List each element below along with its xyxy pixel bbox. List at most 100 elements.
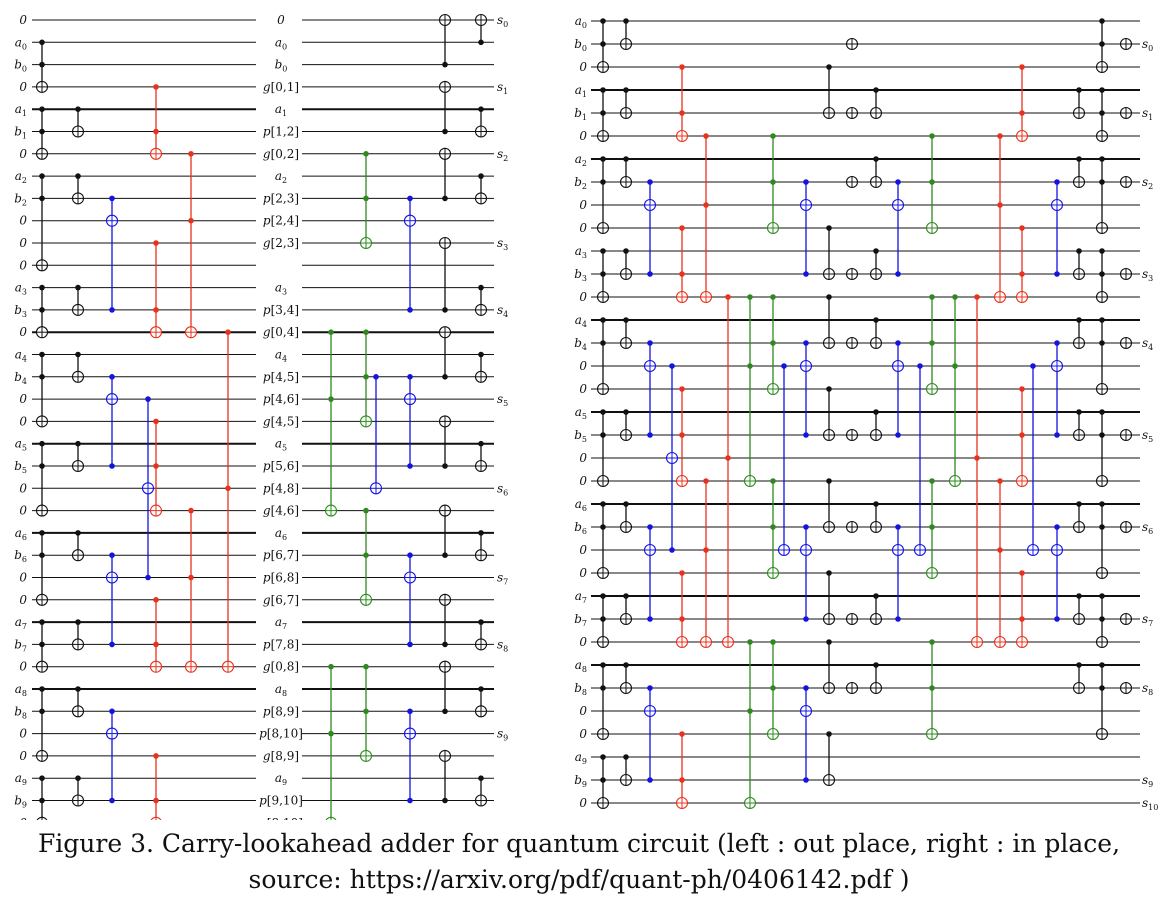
toffoli-gate <box>845 175 859 189</box>
toffoli-gate <box>1095 156 1109 235</box>
control-dot <box>623 593 629 599</box>
toffoli-gate <box>1072 87 1086 120</box>
control-dot <box>145 574 151 581</box>
control-dot <box>39 195 45 202</box>
control-dot <box>600 340 606 346</box>
toffoli-gate <box>799 179 813 277</box>
control-dot <box>974 294 980 300</box>
control-dot <box>1019 110 1025 116</box>
wire-label-left: 0 <box>19 816 27 820</box>
toffoli-gate <box>1119 612 1133 626</box>
control-dot <box>600 18 606 24</box>
control-dot <box>442 552 448 558</box>
wire-label-left: 0 <box>579 359 587 373</box>
toffoli-gate <box>913 363 927 557</box>
toffoli-gate <box>799 340 813 438</box>
wire-label-left: 0 <box>579 635 587 649</box>
toffoli-gate <box>71 284 85 316</box>
toffoli-gate <box>474 619 488 651</box>
toffoli-gate <box>869 409 883 442</box>
toffoli-gate <box>1050 524 1064 622</box>
control-dot <box>747 708 753 714</box>
wire-label-left: b9 <box>14 794 27 810</box>
control-dot <box>407 708 413 715</box>
control-dot <box>109 552 115 558</box>
wire-label-mid: p[6,8] <box>263 571 299 585</box>
wire-label-mid: a3 <box>275 281 287 297</box>
toffoli-gate <box>35 440 49 517</box>
control-dot <box>647 340 653 346</box>
control-dot <box>109 374 115 380</box>
toffoli-gate <box>596 754 610 810</box>
toffoli-gate <box>35 351 49 428</box>
toffoli-gate <box>35 284 49 339</box>
wire-label-left: 0 <box>19 593 27 607</box>
wire-label-left: 0 <box>579 566 587 580</box>
toffoli-gate <box>35 39 49 93</box>
toffoli-gate <box>474 284 488 316</box>
wire-label-mid: p[5,6] <box>263 459 299 473</box>
wire-label-left: 0 <box>19 660 27 674</box>
toffoli-gate <box>1095 317 1109 396</box>
toffoli-gate <box>845 612 859 626</box>
wire-label-left: a9 <box>575 750 587 766</box>
control-dot <box>803 432 809 438</box>
control-dot <box>363 552 369 558</box>
toffoli-gate <box>869 593 883 626</box>
control-dot <box>39 530 45 536</box>
wire-label-left: a0 <box>575 14 587 30</box>
toffoli-gate <box>891 524 905 622</box>
control-dot <box>75 530 81 536</box>
control-dot <box>39 128 45 135</box>
toffoli-gate <box>1119 681 1133 695</box>
control-dot <box>929 340 935 346</box>
toffoli-gate <box>675 386 689 488</box>
output-label: s0 <box>1142 37 1153 53</box>
toffoli-gate <box>948 294 962 488</box>
wire-label-mid: p[8,10] <box>259 727 303 741</box>
toffoli-gate <box>438 13 452 68</box>
output-label: s4 <box>497 303 508 319</box>
toffoli-gate <box>869 317 883 350</box>
control-dot <box>407 463 413 469</box>
wire-label-left: 0 <box>579 474 587 488</box>
toffoli-gate <box>1095 593 1109 649</box>
control-dot <box>600 156 606 162</box>
toffoli-gate <box>619 409 633 442</box>
wire-label-left: a2 <box>15 169 27 185</box>
output-label: s2 <box>1142 175 1153 191</box>
control-dot <box>1019 432 1025 438</box>
control-dot <box>600 616 606 622</box>
wire-label-mid: a9 <box>275 771 287 787</box>
wire-label-left: 0 <box>579 198 587 212</box>
toffoli-gate <box>891 179 905 277</box>
wire-label-mid: a7 <box>275 615 287 631</box>
toffoli-gate <box>869 501 883 534</box>
control-dot <box>826 478 832 484</box>
toffoli-gate <box>1095 409 1109 488</box>
toffoli-gate <box>619 156 633 189</box>
output-label: s5 <box>497 392 508 408</box>
toffoli-gate <box>970 294 984 649</box>
toffoli-gate <box>438 504 452 558</box>
toffoli-gate <box>403 374 417 469</box>
control-dot <box>770 685 776 691</box>
control-dot <box>826 639 832 645</box>
control-dot <box>803 777 809 783</box>
toffoli-gate <box>1015 225 1029 304</box>
toffoli-gate <box>925 133 939 235</box>
toffoli-gate <box>71 530 85 562</box>
toffoli-gate <box>438 415 452 469</box>
toffoli-gate <box>845 681 859 695</box>
control-dot <box>328 663 334 670</box>
control-dot <box>929 133 935 139</box>
control-dot <box>478 173 484 179</box>
toffoli-gate <box>619 87 633 120</box>
toffoli-gate <box>891 340 905 438</box>
toffoli-gate <box>105 708 119 804</box>
toffoli-gate <box>596 156 610 235</box>
wire-label-left: 0 <box>19 571 27 585</box>
output-label: s10 <box>497 816 513 820</box>
toffoli-gate <box>619 248 633 281</box>
wire-label-mid: a6 <box>275 526 287 542</box>
